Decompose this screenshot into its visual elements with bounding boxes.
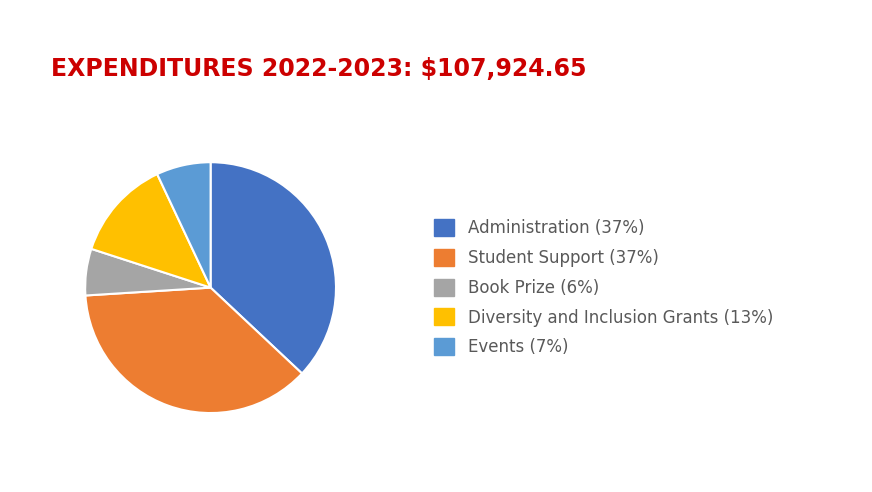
Wedge shape xyxy=(85,288,302,413)
Wedge shape xyxy=(210,162,336,373)
Legend: Administration (37%), Student Support (37%), Book Prize (6%), Diversity and Incl: Administration (37%), Student Support (3… xyxy=(426,211,781,365)
Wedge shape xyxy=(157,162,211,288)
Text: EXPENDITURES 2022-2023: $107,924.65: EXPENDITURES 2022-2023: $107,924.65 xyxy=(51,57,586,81)
Wedge shape xyxy=(85,249,210,296)
Wedge shape xyxy=(92,174,210,288)
